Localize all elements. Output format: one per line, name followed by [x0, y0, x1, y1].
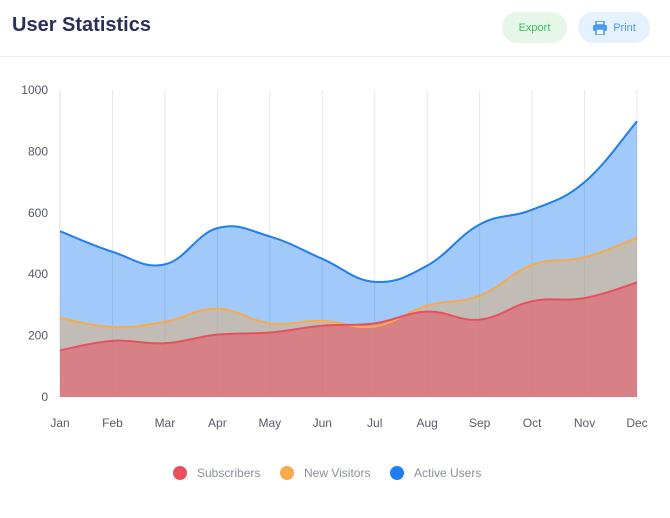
x-tick-label: Aug — [417, 416, 438, 430]
print-button[interactable]: Print — [578, 12, 650, 43]
area-subscribers — [60, 282, 637, 397]
printer-icon — [592, 20, 608, 35]
card-header: User Statistics Export Print — [0, 0, 670, 57]
x-tick-label: Nov — [574, 416, 595, 430]
x-tick-label: Feb — [102, 416, 123, 430]
x-tick-label: Jun — [313, 416, 332, 430]
export-button[interactable]: Export — [502, 12, 567, 43]
x-tick-label: Jul — [367, 416, 382, 430]
line-subscribers — [59, 281, 638, 352]
x-tick-label: Jan — [50, 416, 69, 430]
x-tick-label: Mar — [155, 416, 176, 430]
legend-label-subscribers: Subscribers — [197, 466, 260, 480]
x-tick-label: May — [258, 416, 281, 430]
x-tick-label: Dec — [626, 416, 647, 430]
x-tick-label: Apr — [208, 416, 227, 430]
line-active-users — [59, 120, 638, 284]
y-tick-label: 800 — [28, 144, 48, 158]
legend-marker-active-users — [390, 466, 404, 480]
area-chart: 0 200 400 600 800 1000 Jan Feb Mar Apr May Jun Jul Au… — [21, 83, 648, 480]
y-tick-label: 400 — [28, 267, 48, 281]
x-tick-label: Sep — [469, 416, 491, 430]
chart-area: 0 200 400 600 800 1000 Jan Feb Mar Apr May Jun Jul Au… — [0, 58, 670, 498]
card-title: User Statistics — [12, 14, 151, 36]
y-tick-label: 1000 — [21, 83, 48, 97]
legend-label-new-visitors: New Visitors — [304, 466, 370, 480]
y-tick-label: 200 — [28, 329, 48, 343]
y-tick-label: 600 — [28, 206, 48, 220]
print-label: Print — [613, 21, 636, 34]
y-tick-label: 0 — [41, 390, 48, 404]
x-tick-label: Oct — [523, 416, 542, 430]
legend-marker-subscribers — [173, 466, 187, 480]
legend-marker-new-visitors — [280, 466, 294, 480]
legend-label-active-users: Active Users — [414, 466, 481, 480]
